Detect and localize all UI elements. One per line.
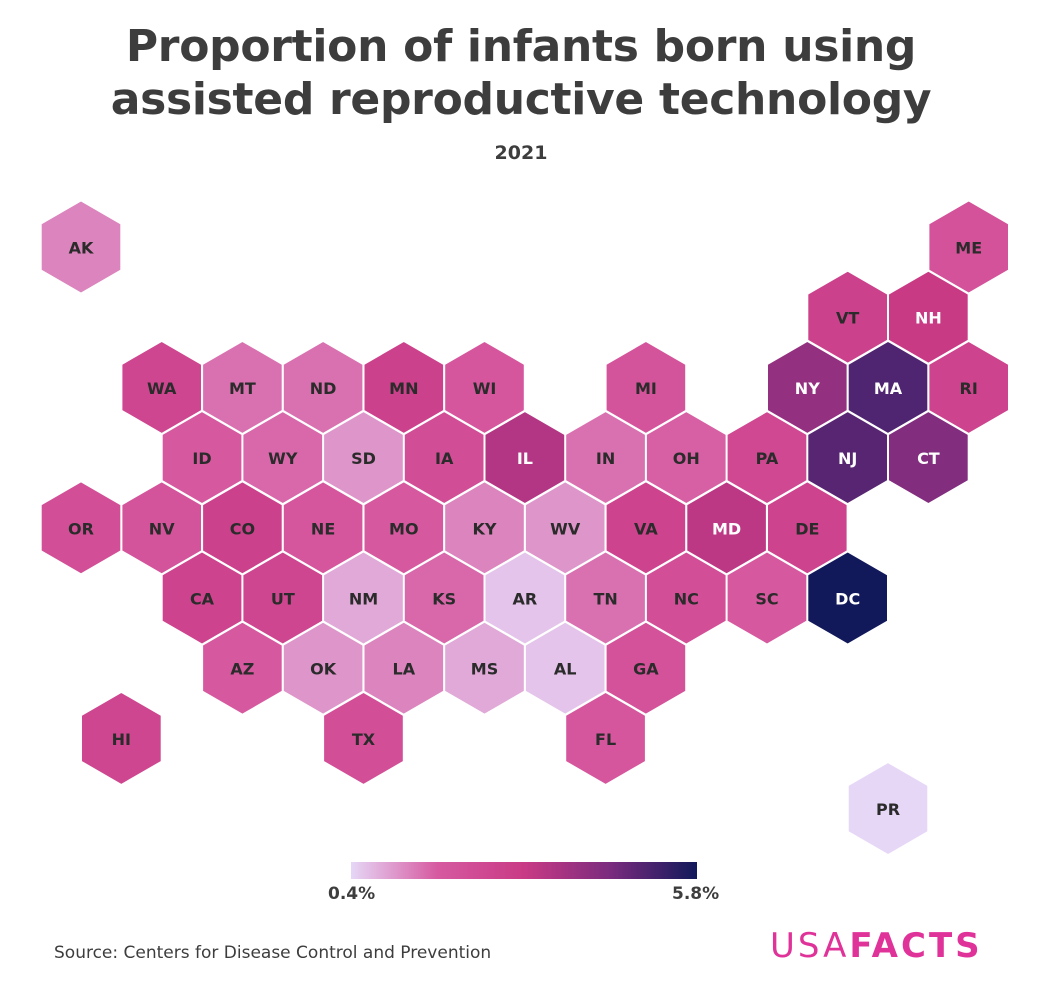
- state-hex-mt: [202, 340, 283, 434]
- state-hex-ia: [403, 411, 485, 505]
- state-hex-ne: [282, 481, 364, 575]
- state-hex-or: [40, 481, 122, 575]
- state-hex-la: [363, 621, 445, 715]
- state-hex-oh: [645, 411, 727, 505]
- state-hex-va: [605, 481, 687, 575]
- state-tile-ak: AK: [40, 200, 122, 294]
- state-hex-pa: [726, 411, 808, 505]
- state-hex-ar: [484, 551, 566, 645]
- source-note: Source: Centers for Disease Control and …: [54, 943, 492, 963]
- state-hex-in: [565, 411, 646, 505]
- state-hex-hi: [81, 691, 162, 785]
- state-hex-ut: [242, 551, 324, 645]
- state-hex-tx: [323, 691, 404, 785]
- state-hex-nh: [888, 270, 969, 364]
- state-hex-pr: [847, 762, 929, 856]
- state-hex-ca: [161, 551, 243, 645]
- state-hex-ok: [282, 621, 364, 715]
- title-line-2: assisted reproductive technology: [110, 74, 932, 125]
- state-hex-mi: [605, 340, 687, 434]
- logo-usa-text: USA: [770, 926, 850, 966]
- state-hex-me: [928, 200, 1009, 294]
- state-hex-fl: [565, 691, 646, 785]
- state-hex-nv: [121, 481, 202, 575]
- state-hex-ga: [605, 621, 687, 715]
- legend-max-label: 5.8%: [672, 884, 720, 904]
- state-hex-wy: [242, 411, 324, 505]
- state-hex-ct: [888, 411, 969, 505]
- state-hex-ky: [444, 481, 525, 575]
- state-hex-mo: [363, 481, 445, 575]
- state-hex-ms: [444, 621, 525, 715]
- title-line-1: Proportion of infants born using: [125, 21, 917, 72]
- state-tile-hi: HI: [81, 691, 162, 785]
- state-hex-nj: [807, 411, 888, 505]
- state-hex-de: [767, 481, 848, 575]
- state-hex-il: [484, 411, 566, 505]
- state-hex-md: [686, 481, 767, 575]
- state-hex-co: [202, 481, 283, 575]
- state-hex-wv: [524, 481, 606, 575]
- logo-facts-text: FACTS: [849, 926, 983, 966]
- state-hex-ks: [403, 551, 485, 645]
- state-hex-wi: [444, 340, 525, 434]
- state-hex-ri: [928, 340, 1009, 434]
- state-hex-id: [161, 411, 243, 505]
- state-hex-al: [524, 621, 606, 715]
- state-hex-nm: [323, 551, 404, 645]
- state-hex-dc: [807, 551, 888, 645]
- state-hex-nc: [645, 551, 727, 645]
- state-hex-wa: [121, 340, 202, 434]
- state-hex-mn: [363, 340, 445, 434]
- usafacts-logo: USAFACTS: [770, 926, 983, 966]
- state-hex-ak: [40, 200, 122, 294]
- chart-subtitle: 2021: [494, 142, 548, 164]
- state-tile-pr: PR: [847, 762, 929, 856]
- legend-color-bar: [351, 862, 697, 879]
- state-hex-tn: [565, 551, 646, 645]
- legend-min-label: 0.4%: [328, 884, 376, 904]
- state-hex-ma: [847, 340, 929, 434]
- state-hex-sd: [323, 411, 404, 505]
- state-hex-ny: [767, 340, 848, 434]
- state-tile-or: OR: [40, 481, 122, 575]
- state-hex-vt: [807, 270, 888, 364]
- state-hex-az: [202, 621, 283, 715]
- page-title: Proportion of infants born using assiste…: [0, 20, 1042, 126]
- state-hex-nd: [282, 340, 364, 434]
- state-hex-sc: [726, 551, 808, 645]
